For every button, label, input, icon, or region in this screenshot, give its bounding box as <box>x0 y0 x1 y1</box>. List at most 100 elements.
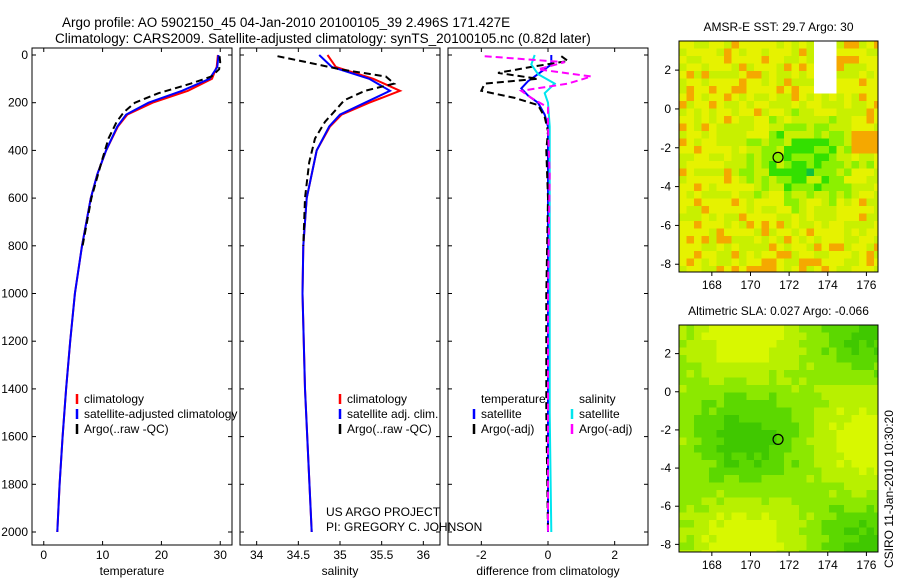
map-cell <box>851 213 859 221</box>
map-cell <box>829 251 837 259</box>
map-cell <box>754 101 762 109</box>
map-cell <box>806 93 814 101</box>
legend-label: satellite adj. clim. <box>347 407 438 421</box>
map-cell <box>694 191 702 199</box>
map-cell <box>754 415 762 423</box>
map-cell <box>769 63 777 71</box>
map-cell <box>731 542 739 550</box>
map-cell <box>769 221 777 229</box>
map-cell <box>844 101 852 109</box>
map-cell <box>709 362 717 370</box>
map-x-tick-label: 168 <box>702 558 722 572</box>
map-cell <box>731 116 739 124</box>
map-cell <box>859 266 867 272</box>
map-cell <box>829 505 837 513</box>
map-cell <box>686 56 694 64</box>
map-cell <box>836 116 844 124</box>
map-cell <box>724 445 732 453</box>
map-cell <box>844 71 852 79</box>
map-cell <box>776 93 784 101</box>
map-cell <box>701 415 709 423</box>
map-cell <box>791 460 799 468</box>
map-cell <box>791 251 799 259</box>
map-cell <box>709 86 717 94</box>
map-cell <box>859 176 867 184</box>
map-cell <box>746 258 754 266</box>
map-cell <box>761 131 769 139</box>
map-cell <box>799 206 807 214</box>
map-cell <box>761 550 769 552</box>
map-cell <box>829 385 837 393</box>
map-cell <box>814 176 822 184</box>
map-cell <box>731 198 739 206</box>
map-cell <box>866 78 874 86</box>
map-cell <box>844 430 852 438</box>
map-cell <box>694 176 702 184</box>
map-cell <box>686 475 694 483</box>
map-cell <box>799 392 807 400</box>
map-cell <box>776 228 784 236</box>
map-cell <box>874 355 878 363</box>
map-cell <box>769 467 777 475</box>
map-cell <box>791 71 799 79</box>
map-cell <box>701 430 709 438</box>
map-cell <box>791 153 799 161</box>
map-cell <box>866 407 874 415</box>
map-cell <box>799 407 807 415</box>
map-cell <box>866 146 874 154</box>
x-axis-label: difference from climatology <box>476 564 619 578</box>
map-cell <box>694 355 702 363</box>
map-cell <box>859 392 867 400</box>
map-cell <box>769 236 777 244</box>
map-cell <box>709 475 717 483</box>
map-cell <box>836 400 844 408</box>
map-cell <box>784 228 792 236</box>
map-cell <box>806 550 814 552</box>
map-cell <box>836 243 844 251</box>
map-cell <box>874 41 878 49</box>
map-cell <box>836 213 844 221</box>
map-cell <box>874 535 878 543</box>
map-cell <box>754 430 762 438</box>
map-cell <box>679 228 687 236</box>
map-cell <box>836 520 844 528</box>
map-cell <box>746 535 754 543</box>
map-cell <box>716 505 724 513</box>
map-cell <box>836 347 844 355</box>
map-cell <box>746 550 754 552</box>
map-cell <box>761 460 769 468</box>
x-tick-label: 35.5 <box>370 548 394 562</box>
map-cell <box>701 445 709 453</box>
map-cell <box>874 176 878 184</box>
map-x-tick-label: 170 <box>740 278 760 292</box>
map-cell <box>874 325 878 333</box>
map-cell <box>784 93 792 101</box>
map-cell <box>724 131 732 139</box>
map-cell <box>784 236 792 244</box>
map-cell <box>754 63 762 71</box>
map-cell <box>806 482 814 490</box>
map-cell <box>746 460 754 468</box>
map-cell <box>686 355 694 363</box>
map-cell <box>784 535 792 543</box>
map-cell <box>844 482 852 490</box>
map-cell <box>806 236 814 244</box>
map-cell <box>686 101 694 109</box>
map-cell <box>694 266 702 272</box>
map-cell <box>679 131 687 139</box>
map-cell <box>686 108 694 116</box>
map-x-tick-label: 168 <box>702 278 722 292</box>
map-cell <box>836 266 844 272</box>
map-cell <box>694 550 702 552</box>
map-cell <box>694 183 702 191</box>
map-cell <box>866 243 874 251</box>
map-cell <box>844 475 852 483</box>
map-cell <box>799 168 807 176</box>
map-cell <box>836 56 844 64</box>
map-cell <box>724 490 732 498</box>
map-cell <box>679 243 687 251</box>
map-cell <box>746 407 754 415</box>
map-cell <box>769 325 777 333</box>
map-cell <box>769 48 777 56</box>
map-cell <box>731 430 739 438</box>
